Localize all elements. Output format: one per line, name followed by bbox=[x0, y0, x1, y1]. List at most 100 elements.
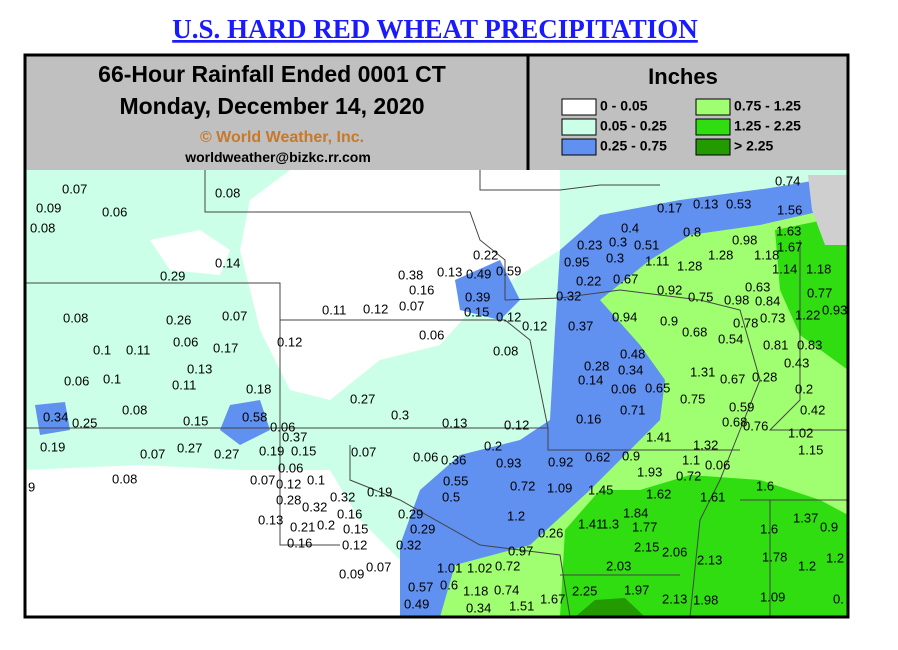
rain-value: 1.18 bbox=[754, 247, 779, 262]
rain-value: 0.29 bbox=[410, 521, 435, 536]
rain-value: 0.5 bbox=[442, 489, 460, 504]
legend-label: 1.25 - 2.25 bbox=[734, 118, 801, 134]
rain-value: 0.16 bbox=[287, 535, 312, 550]
rain-value: 0.14 bbox=[215, 255, 240, 270]
rain-value: 0.62 bbox=[585, 449, 610, 464]
rain-value: 1.28 bbox=[708, 247, 733, 262]
rain-value: 0.55 bbox=[443, 473, 468, 488]
legend-swatch bbox=[695, 118, 731, 136]
rain-value: 0.12 bbox=[504, 417, 529, 432]
rain-value: 0.08 bbox=[215, 185, 240, 200]
rain-value: 0.93 bbox=[496, 455, 521, 470]
rain-value: 2.03 bbox=[606, 558, 631, 573]
rain-value: 0.13 bbox=[437, 264, 462, 279]
rain-value: 1.67 bbox=[777, 239, 802, 254]
rain-value: 0.9 bbox=[820, 519, 838, 534]
rain-value: 0.11 bbox=[172, 377, 196, 392]
state-line bbox=[25, 427, 740, 451]
rain-value: 0.29 bbox=[160, 268, 185, 283]
rain-value: 0.75 bbox=[680, 391, 705, 406]
rain-value: 0.83 bbox=[797, 337, 822, 352]
rain-value: 0.11 bbox=[322, 302, 346, 317]
rain-value: 0.06 bbox=[611, 381, 636, 396]
rain-value: 1.77 bbox=[632, 519, 657, 534]
rain-value: 0.12 bbox=[276, 476, 301, 491]
region-dry bbox=[240, 170, 560, 400]
rain-value: 0.28 bbox=[276, 492, 301, 507]
rain-value: 2.15 bbox=[634, 539, 659, 554]
rain-value: 0.73 bbox=[760, 310, 785, 325]
rain-value: 1.67 bbox=[540, 591, 565, 606]
rain-value: 0.06 bbox=[64, 373, 89, 388]
rain-value: 0.13 bbox=[693, 196, 718, 211]
rain-value: 0.19 bbox=[40, 439, 65, 454]
rain-value: 1.32 bbox=[693, 437, 718, 452]
rain-value: 0.34 bbox=[43, 409, 68, 424]
rain-value: 0.59 bbox=[496, 263, 521, 278]
rain-value: 0.06 bbox=[705, 457, 730, 472]
state-line bbox=[768, 240, 848, 431]
rain-value: 0.27 bbox=[214, 446, 239, 461]
rain-value: 0.9 bbox=[622, 448, 640, 463]
region-very-wet bbox=[775, 215, 848, 370]
rain-value: 0.13 bbox=[187, 361, 212, 376]
rain-value: 0.3 bbox=[606, 250, 624, 265]
rain-value: 1.22 bbox=[795, 307, 820, 322]
legend-label: 0.25 - 0.75 bbox=[600, 138, 667, 154]
rain-value: 0.77 bbox=[807, 285, 832, 300]
rain-value: 0.15 bbox=[343, 521, 368, 536]
page-title: U.S. HARD RED WHEAT PRECIPITATION bbox=[172, 14, 698, 44]
rain-value: 0.98 bbox=[724, 292, 749, 307]
rain-value: 0.12 bbox=[342, 537, 367, 552]
state-line bbox=[349, 445, 571, 617]
legend: 0 - 0.05 0.05 - 0.25 0.25 - 0.75 0.75 - 1.2… bbox=[561, 98, 801, 156]
rain-value: 0.3 bbox=[609, 234, 627, 249]
rain-value: 0.95 bbox=[564, 254, 589, 269]
rain-value: 0.8 bbox=[683, 224, 701, 239]
rain-value: 1.6 bbox=[756, 478, 774, 493]
rain-value: 0.17 bbox=[213, 340, 238, 355]
rain-value: 0.72 bbox=[510, 478, 535, 493]
state-line bbox=[504, 289, 761, 617]
rain-value: 0.74 bbox=[494, 582, 519, 597]
rain-value: 0.57 bbox=[408, 579, 433, 594]
rain-value: 1.28 bbox=[677, 258, 702, 273]
rain-value: 9 bbox=[28, 479, 35, 494]
rain-value: 1.02 bbox=[467, 560, 492, 575]
rain-value: 0.67 bbox=[613, 271, 638, 286]
rain-value: 1.97 bbox=[624, 582, 649, 597]
rain-value: 2.06 bbox=[662, 544, 687, 559]
rain-value: 0.74 bbox=[775, 173, 800, 188]
state-line bbox=[25, 282, 281, 428]
legend-swatch bbox=[561, 118, 597, 136]
rain-value: 0.28 bbox=[584, 358, 609, 373]
rain-value: 1.56 bbox=[777, 202, 802, 217]
rain-value: 0.16 bbox=[409, 282, 434, 297]
rain-value: 0.08 bbox=[122, 402, 147, 417]
rain-value: 0.07 bbox=[250, 472, 275, 487]
region-very-wet bbox=[560, 475, 848, 617]
rain-value: 0.22 bbox=[576, 273, 601, 288]
rain-value: 0.07 bbox=[62, 181, 87, 196]
rain-value: 0.16 bbox=[576, 411, 601, 426]
rain-value: 1.18 bbox=[463, 583, 488, 598]
rain-value: 0.06 bbox=[173, 334, 198, 349]
header-line2: Monday, December 14, 2020 bbox=[119, 93, 424, 119]
rain-value: 1.98 bbox=[693, 592, 718, 607]
rain-value: 0.59 bbox=[729, 399, 754, 414]
rain-value: 1.6 bbox=[760, 521, 778, 536]
rain-value: 0.07 bbox=[399, 298, 424, 313]
rain-value: 0.11 bbox=[126, 342, 150, 357]
rain-value: 1.37 bbox=[793, 510, 818, 525]
rain-value: 0.1 bbox=[103, 371, 121, 386]
rain-value: 0.06 bbox=[102, 204, 127, 219]
rain-value: 0.14 bbox=[578, 372, 603, 387]
rain-value: 0.07 bbox=[140, 446, 165, 461]
rain-value: 0.15 bbox=[291, 443, 316, 458]
rain-value: 0.37 bbox=[282, 429, 307, 444]
rain-value: 0.09 bbox=[339, 566, 364, 581]
rain-value: 0.51 bbox=[634, 237, 659, 252]
legend-swatch bbox=[695, 138, 731, 156]
rain-value: 0.29 bbox=[398, 506, 423, 521]
